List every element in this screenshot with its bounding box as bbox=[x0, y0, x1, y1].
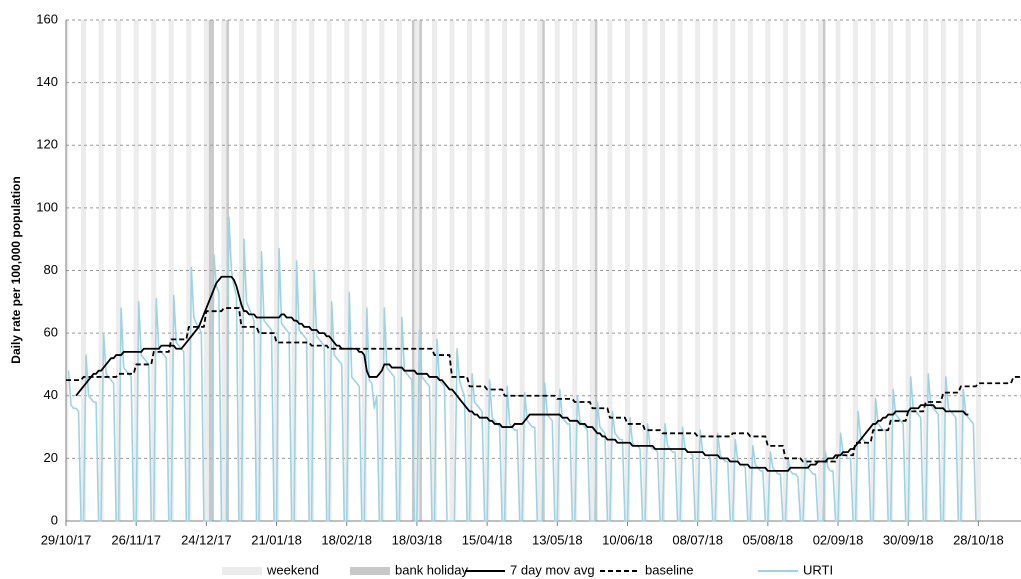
bar bbox=[81, 20, 84, 521]
y-tick-label: 80 bbox=[44, 262, 58, 277]
bar bbox=[680, 20, 683, 521]
legend-swatch bbox=[350, 567, 390, 575]
bar bbox=[542, 20, 545, 521]
x-tick-label: 28/10/18 bbox=[953, 532, 1004, 547]
x-tick-label: 08/07/18 bbox=[672, 532, 723, 547]
x-tick-label: 18/02/18 bbox=[321, 532, 372, 547]
bar bbox=[519, 20, 523, 521]
bar bbox=[820, 20, 823, 521]
bar bbox=[274, 20, 277, 521]
bar bbox=[975, 20, 979, 521]
y-axis-title: Daily rate per 100,000 population bbox=[9, 176, 23, 363]
bar bbox=[873, 20, 876, 521]
bar bbox=[416, 20, 420, 521]
bar bbox=[153, 20, 157, 521]
bar bbox=[411, 20, 415, 521]
bar bbox=[484, 20, 488, 521]
bar bbox=[256, 20, 260, 521]
bar bbox=[730, 20, 733, 521]
bar bbox=[309, 20, 312, 521]
bar bbox=[361, 20, 365, 521]
bar bbox=[592, 20, 595, 521]
x-tick-label: 29/10/17 bbox=[41, 532, 92, 547]
bar bbox=[98, 20, 102, 521]
bar bbox=[662, 20, 666, 521]
bar bbox=[226, 20, 229, 521]
bar bbox=[747, 20, 751, 521]
bar bbox=[171, 20, 174, 521]
bar bbox=[118, 20, 122, 521]
series-line bbox=[67, 216, 977, 522]
bar bbox=[855, 20, 859, 521]
x-tick-label: 18/03/18 bbox=[392, 532, 443, 547]
bar bbox=[645, 20, 648, 521]
bar bbox=[958, 20, 961, 521]
y-tick-label: 140 bbox=[36, 74, 58, 89]
legend-label: baseline bbox=[645, 562, 693, 577]
x-tick-label: 13/05/18 bbox=[532, 532, 583, 547]
bar bbox=[206, 20, 209, 521]
bar bbox=[537, 20, 540, 521]
bar bbox=[364, 20, 367, 521]
y-tick-label: 0 bbox=[51, 512, 58, 527]
bar bbox=[326, 20, 330, 521]
legend-label: URTI bbox=[803, 562, 833, 577]
bar bbox=[452, 20, 455, 521]
x-tick-label: 30/09/18 bbox=[883, 532, 934, 547]
series-line bbox=[66, 307, 1021, 463]
y-tick-label: 120 bbox=[36, 137, 58, 152]
series-line bbox=[75, 275, 969, 472]
bar bbox=[434, 20, 437, 521]
bar bbox=[589, 20, 593, 521]
y-tick-label: 100 bbox=[36, 199, 58, 214]
bar bbox=[908, 20, 911, 521]
bar bbox=[890, 20, 894, 521]
y-tick-label: 60 bbox=[44, 325, 58, 340]
bar bbox=[925, 20, 929, 521]
x-tick-label: 05/08/18 bbox=[743, 532, 794, 547]
bar bbox=[136, 20, 139, 521]
legend-label: weekend bbox=[266, 562, 319, 577]
bar bbox=[399, 20, 402, 521]
bar bbox=[502, 20, 505, 521]
bar bbox=[344, 20, 347, 521]
x-tick-label: 24/12/17 bbox=[181, 532, 232, 547]
x-tick-label: 02/09/18 bbox=[813, 532, 864, 547]
bar bbox=[712, 20, 716, 521]
legend-label: bank holiday bbox=[395, 562, 468, 577]
bar bbox=[346, 20, 350, 521]
bar bbox=[572, 20, 575, 521]
legend-label: 7 day mov avg bbox=[510, 562, 595, 577]
y-tick-label: 160 bbox=[36, 11, 58, 26]
bar bbox=[223, 20, 227, 521]
bar bbox=[554, 20, 558, 521]
bar bbox=[188, 20, 192, 521]
bar bbox=[817, 20, 821, 521]
bar bbox=[609, 20, 613, 521]
x-tick-label: 21/01/18 bbox=[251, 532, 302, 547]
bar bbox=[116, 20, 119, 521]
bar bbox=[381, 20, 385, 521]
bar bbox=[627, 20, 630, 521]
bar bbox=[782, 20, 786, 521]
x-tick-label: 26/11/17 bbox=[111, 532, 161, 547]
legend-swatch bbox=[222, 567, 262, 575]
y-tick-label: 20 bbox=[44, 450, 58, 465]
bar bbox=[800, 20, 803, 521]
x-tick-label: 10/06/18 bbox=[602, 532, 653, 547]
bar bbox=[838, 20, 841, 521]
bar bbox=[291, 20, 295, 521]
x-tick-label: 15/04/18 bbox=[462, 532, 513, 547]
bar bbox=[765, 20, 768, 521]
y-tick-label: 40 bbox=[44, 387, 58, 402]
